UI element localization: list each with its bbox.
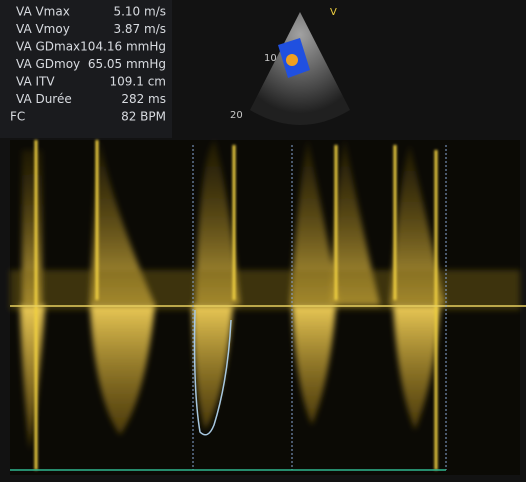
measurement-label: VA Vmax (16, 5, 70, 19)
vti-trace (193, 309, 232, 436)
color-jet (286, 54, 298, 66)
measurement-value: 104.16 mmHg (80, 40, 166, 54)
flow-band (290, 140, 340, 305)
flow-band (390, 145, 445, 305)
spikes (34, 140, 438, 470)
ejection (192, 305, 233, 430)
measurement-value: 82 BPM (121, 110, 166, 124)
depth-label: 20 (230, 110, 243, 121)
measurement-value: 282 ms (121, 92, 166, 106)
spectrum-lower (20, 305, 440, 450)
sector-marker: V (330, 7, 337, 18)
flow-band (330, 140, 380, 305)
measurement-value: 109.1 cm (110, 75, 166, 89)
measurement-label: FC (10, 110, 25, 124)
measurement-panel (0, 0, 172, 138)
measurement-label: VA GDmax (16, 40, 80, 54)
measurement-label: VA ITV (16, 75, 55, 89)
ejection (90, 305, 155, 435)
measurement-label: VA Durée (16, 92, 72, 106)
flow-band (195, 140, 240, 305)
depth-label: 10 (264, 53, 277, 64)
measurement-label: VA GDmoy (16, 57, 80, 71)
ejection (292, 305, 336, 425)
ejection (20, 305, 45, 450)
measurement-list: VA Vmax 5.10 m/sVA Vmoy 3.87 m/sVA GDmax 10… (10, 5, 166, 124)
measurement-value: 65.05 mmHg (88, 57, 166, 71)
clutter-band (10, 270, 520, 310)
measurement-value: 5.10 m/s (113, 5, 166, 19)
ejection (393, 305, 440, 430)
measurement-value: 3.87 m/s (113, 22, 166, 36)
measurement-label: VA Vmoy (16, 22, 70, 36)
flow-band (90, 140, 155, 305)
